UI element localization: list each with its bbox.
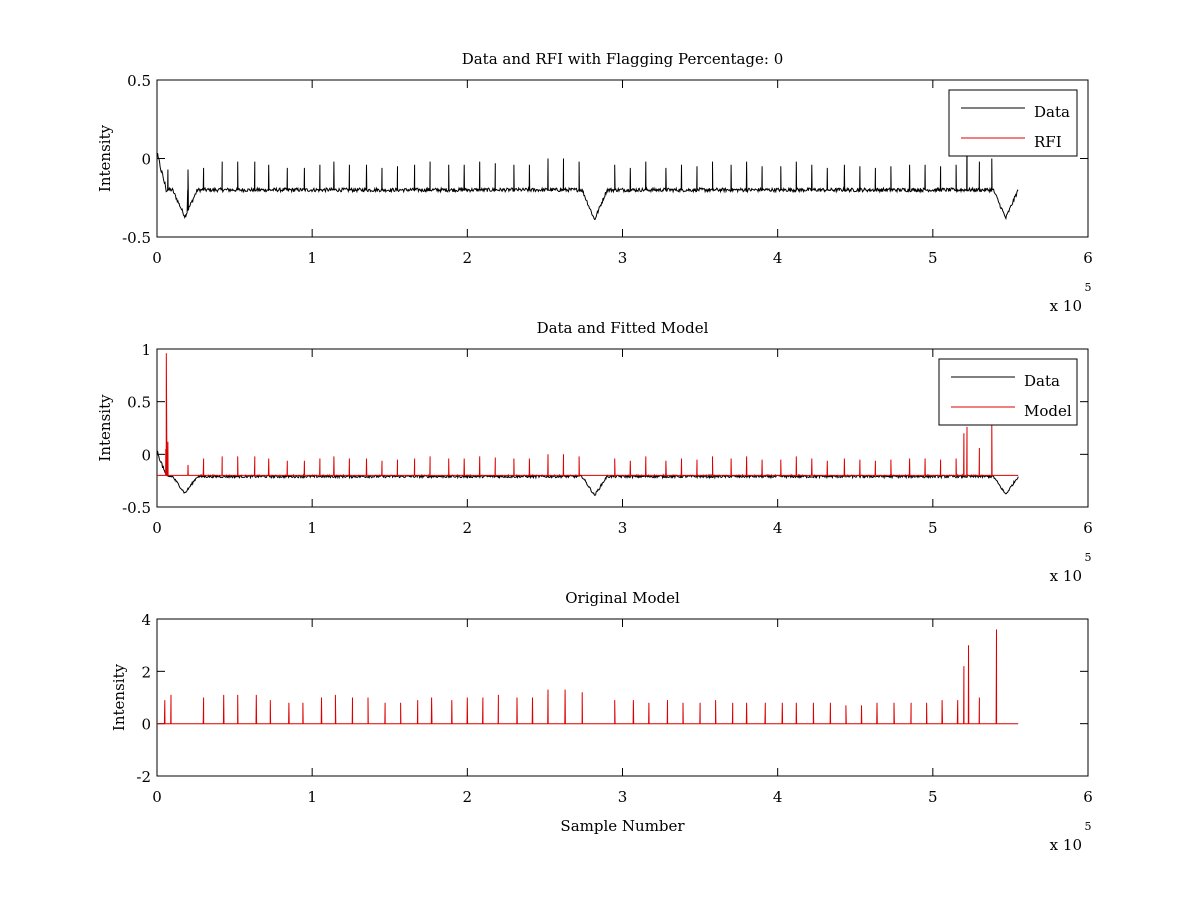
- y-axis-label: Intensity: [96, 394, 114, 462]
- series-line-data: [157, 127, 1019, 221]
- x-multiplier-exponent: 5: [1085, 551, 1092, 564]
- y-tick-label: 0: [141, 446, 151, 464]
- x-axis-label: Sample Number: [560, 817, 685, 835]
- x-tick-label: 5: [928, 249, 938, 267]
- x-tick-label: 6: [1083, 519, 1093, 537]
- legend-label: Data: [1024, 372, 1060, 390]
- legend-label: Data: [1034, 103, 1070, 121]
- series-group: [157, 353, 1019, 496]
- legend-label: Model: [1024, 402, 1072, 420]
- series-line-model: [157, 353, 1019, 476]
- series-group: [157, 127, 1019, 221]
- x-tick-label: 0: [152, 788, 162, 806]
- series-group: [157, 629, 1019, 725]
- y-tick-label: -0.5: [122, 499, 151, 517]
- chart-title: Data and Fitted Model: [537, 319, 709, 337]
- x-tick-label: 3: [618, 788, 628, 806]
- x-tick-label: 2: [463, 249, 473, 267]
- x-tick-label: 3: [618, 249, 628, 267]
- x-tick-label: 5: [928, 519, 938, 537]
- legend: Data RFI: [948, 89, 1078, 157]
- plot-area: [156, 618, 1089, 777]
- x-tick-label: 4: [773, 788, 783, 806]
- x-tick-label: 0: [152, 519, 162, 537]
- plot-area: [156, 79, 1089, 238]
- x-tick-label: 1: [307, 788, 317, 806]
- x-multiplier-exponent: 5: [1085, 820, 1092, 833]
- x-tick-label: 2: [463, 788, 473, 806]
- y-tick-label: 0.5: [127, 72, 151, 90]
- y-tick-label: 0: [141, 716, 151, 734]
- x-tick-label: 4: [773, 249, 783, 267]
- y-axis-label: Intensity: [96, 124, 114, 192]
- y-tick-label: -2: [136, 768, 151, 786]
- legend-box: [948, 89, 1078, 157]
- x-multiplier: x 10: [1050, 836, 1082, 854]
- y-tick-label: 0.5: [127, 394, 151, 412]
- legend-label: RFI: [1034, 133, 1062, 151]
- x-multiplier-exponent: 5: [1085, 281, 1092, 294]
- x-multiplier: x 10: [1050, 297, 1082, 315]
- chart-title: Data and RFI with Flagging Percentage: 0: [462, 50, 784, 68]
- x-tick-label: 6: [1083, 249, 1093, 267]
- series-line-model: [157, 629, 1019, 725]
- x-tick-label: 4: [773, 519, 783, 537]
- y-tick-label: 1: [141, 341, 151, 359]
- x-tick-label: 1: [307, 249, 317, 267]
- x-tick-label: 0: [152, 249, 162, 267]
- x-tick-label: 3: [618, 519, 628, 537]
- y-tick-label: 0: [141, 151, 151, 169]
- x-tick-label: 2: [463, 519, 473, 537]
- legend: Data Model: [938, 358, 1078, 426]
- series-line-data: [157, 450, 1019, 496]
- y-tick-label: 2: [141, 663, 151, 681]
- y-tick-label: -0.5: [122, 229, 151, 247]
- x-tick-label: 6: [1083, 788, 1093, 806]
- y-axis-label: Intensity: [110, 663, 128, 731]
- legend-box: [938, 358, 1078, 426]
- plot-area: [156, 348, 1089, 508]
- chart-title: Original Model: [565, 589, 680, 607]
- x-tick-label: 1: [307, 519, 317, 537]
- x-tick-label: 5: [928, 788, 938, 806]
- x-multiplier: x 10: [1050, 567, 1082, 585]
- y-tick-label: 4: [141, 611, 151, 629]
